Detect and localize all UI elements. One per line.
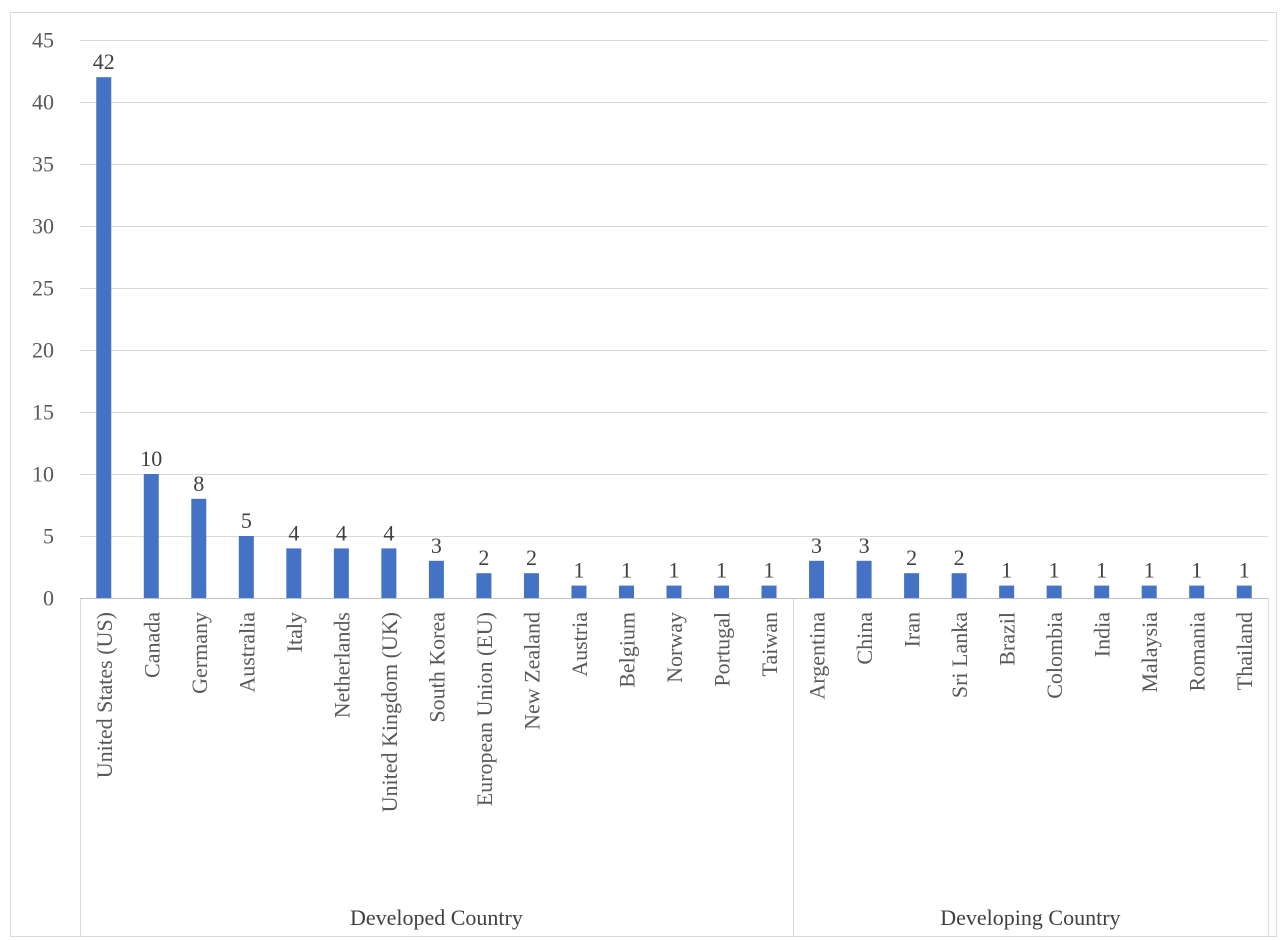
bar: [428, 560, 444, 598]
bar: [191, 498, 207, 598]
category-label: Iran: [900, 612, 925, 647]
chart-frame: [10, 12, 1277, 937]
group-label: Developed Country: [350, 905, 523, 930]
category-label: Norway: [662, 612, 687, 683]
category-label: Taiwan: [757, 612, 782, 676]
category-label: United Kingdom (UK): [377, 612, 402, 812]
category-label: New Zealand: [519, 612, 544, 730]
y-tick-label: 30: [32, 214, 54, 239]
data-label: 1: [1144, 558, 1155, 583]
bar: [571, 585, 587, 598]
bar: [999, 585, 1015, 598]
data-label: 42: [93, 49, 115, 74]
data-label: 1: [716, 558, 727, 583]
data-label: 3: [859, 533, 870, 558]
category-label: Brazil: [995, 612, 1020, 666]
data-label: 2: [478, 545, 489, 570]
category-label: Germany: [187, 612, 212, 694]
y-tick-label: 40: [32, 90, 54, 115]
data-label: 1: [1239, 558, 1250, 583]
bar: [1141, 585, 1157, 598]
y-tick-label: 5: [43, 524, 54, 549]
group-labels: Developed Country Developing Country: [350, 905, 1121, 930]
data-label: 1: [669, 558, 680, 583]
data-label: 2: [906, 545, 917, 570]
data-label: 2: [954, 545, 965, 570]
bar: [381, 548, 397, 598]
category-label: Sri Lanka: [947, 612, 972, 698]
bar: [333, 548, 349, 598]
category-label: Portugal: [710, 612, 735, 687]
data-label: 1: [764, 558, 775, 583]
category-label: China: [852, 612, 877, 665]
bar: [1046, 585, 1062, 598]
y-tick-label: 0: [43, 586, 54, 611]
y-tick-label: 35: [32, 152, 54, 177]
data-labels: 42 10 8 5 4 4 4 3 2 2 1 1 1 1 1 3 3 2 2 1 1 1 1 1 1: [93, 49, 1250, 582]
bar: [666, 585, 682, 598]
data-label: 4: [383, 520, 394, 545]
data-label: 1: [1001, 558, 1012, 583]
bar: [96, 77, 112, 598]
bar: [476, 573, 492, 598]
category-labels: United States (US) Canada Germany Australia…: [92, 612, 1257, 813]
y-axis-ticks: 0 5 10 15 20 25 30 35 40 45: [32, 28, 54, 611]
bar: [1189, 585, 1205, 598]
category-label: Malaysia: [1137, 612, 1162, 693]
category-label: United States (US): [92, 612, 117, 778]
category-label: South Korea: [424, 612, 449, 723]
data-label: 10: [140, 446, 162, 471]
category-label: Austria: [567, 612, 592, 677]
y-tick-label: 25: [32, 276, 54, 301]
bar: [143, 474, 159, 598]
data-label: 2: [526, 545, 537, 570]
bar: [1094, 585, 1110, 598]
category-label: Netherlands: [329, 612, 354, 718]
category-label: Belgium: [614, 612, 639, 688]
bar: [809, 560, 825, 598]
category-label: Argentina: [805, 612, 830, 700]
data-label: 4: [336, 520, 347, 545]
bar: [856, 560, 872, 598]
y-tick-label: 15: [32, 400, 54, 425]
bar: [761, 585, 777, 598]
bar: [523, 573, 539, 598]
category-label: European Union (EU): [472, 612, 497, 806]
data-label: 1: [1049, 558, 1060, 583]
bar: [904, 573, 920, 598]
bars: [96, 77, 1252, 598]
category-label: India: [1090, 612, 1115, 657]
bar: [951, 573, 967, 598]
data-label: 5: [241, 508, 252, 533]
data-label: 3: [431, 533, 442, 558]
data-label: 3: [811, 533, 822, 558]
y-tick-label: 45: [32, 28, 54, 53]
y-tick-label: 10: [32, 462, 54, 487]
category-label: Romania: [1185, 612, 1210, 692]
category-label: Canada: [139, 612, 164, 678]
y-tick-label: 20: [32, 338, 54, 363]
category-label: Thailand: [1232, 612, 1257, 690]
category-label: Colombia: [1042, 612, 1067, 699]
data-label: 1: [573, 558, 584, 583]
bar: [714, 585, 730, 598]
data-label: 8: [193, 471, 204, 496]
bar: [618, 585, 634, 598]
group-label: Developing Country: [940, 905, 1120, 930]
category-label: Italy: [282, 612, 307, 652]
data-label: 1: [1096, 558, 1107, 583]
bar: [1236, 585, 1252, 598]
bar: [238, 536, 254, 598]
bar: [286, 548, 302, 598]
category-label: Australia: [234, 612, 259, 693]
data-label: 1: [621, 558, 632, 583]
data-label: 4: [288, 520, 299, 545]
gridlines: [80, 40, 1269, 936]
data-label: 1: [1191, 558, 1202, 583]
